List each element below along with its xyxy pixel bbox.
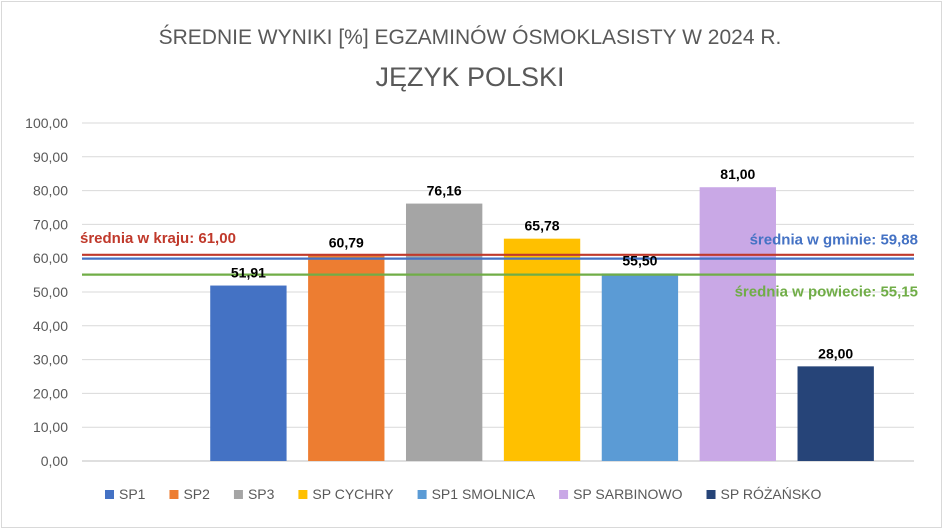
bar-4 (503, 238, 581, 461)
data-label: 28,00 (818, 345, 853, 361)
legend: SP1 SP2 SP3 SP CYCHRY SP1 SMOLNICA SP SARBINO… (105, 485, 822, 502)
data-label: 65,78 (525, 218, 560, 234)
legend-swatch (105, 490, 114, 499)
y-tick-label: 60,00 (33, 250, 68, 266)
legend-label: SP3 (248, 486, 275, 502)
legend-swatch (298, 490, 308, 499)
bar-1 (210, 285, 287, 461)
chart-subtitle: JĘZYK POLSKI (375, 62, 564, 92)
data-label: 51,91 (231, 265, 266, 281)
data-label: 55,50 (622, 252, 657, 268)
legend-label: SP SARBINOWO (573, 486, 683, 502)
y-tick-label: 50,00 (33, 284, 68, 300)
legend-label: SP1 SMOLNICA (432, 486, 536, 502)
y-axis-ticks: 0,00 10,00 20,00 30,00 40,00 50,00 60,00 70,00 8… (25, 115, 68, 469)
bar-2 (308, 255, 385, 461)
bar-5 (601, 273, 679, 461)
legend-swatch (417, 490, 427, 499)
y-tick-label: 80,00 (33, 183, 68, 199)
legend-label: SP2 (183, 486, 210, 502)
legend-swatch (559, 490, 569, 499)
y-tick-label: 30,00 (33, 352, 68, 368)
reference-label: średnia w gminie: 59,88 (750, 232, 918, 249)
bar-6 (699, 187, 776, 461)
bar-3 (405, 203, 483, 461)
y-tick-label: 40,00 (33, 318, 68, 334)
legend-swatch (233, 490, 243, 499)
y-tick-label: 90,00 (33, 149, 68, 165)
chart-title: ŚREDNIE WYNIKI [%] EGZAMINÓW ÓSMOKLASIST… (159, 25, 782, 49)
legend-swatch (169, 490, 179, 499)
y-tick-label: 70,00 (33, 216, 68, 232)
data-labels: 51,91 60,79 76,16 65,78 55,50 81,00 28,00 (231, 166, 854, 361)
reference-label: średnia w kraju: 61,00 (80, 230, 236, 247)
reference-lines: średnia w kraju: 61,00 średnia w gminie: … (80, 230, 918, 301)
bars (210, 187, 874, 461)
bar-7 (797, 366, 874, 461)
data-label: 60,79 (329, 235, 364, 251)
legend-label: SP RÓŻAŃSKO (721, 485, 822, 502)
y-tick-label: 10,00 (33, 419, 68, 435)
data-label: 81,00 (720, 166, 755, 182)
y-tick-label: 100,00 (25, 115, 68, 131)
data-label: 76,16 (427, 183, 462, 199)
reference-label: średnia w powiecie: 55,15 (735, 284, 918, 301)
y-tick-label: 0,00 (41, 453, 68, 469)
legend-label: SP CYCHRY (312, 486, 394, 502)
legend-label: SP1 (119, 486, 146, 502)
y-tick-label: 20,00 (33, 385, 68, 401)
legend-swatch (706, 490, 716, 499)
